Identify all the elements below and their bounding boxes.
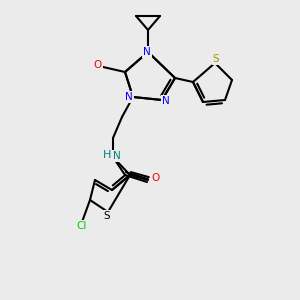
Text: O: O <box>94 60 102 70</box>
Text: S: S <box>213 54 219 64</box>
Text: S: S <box>104 211 110 221</box>
Text: N: N <box>143 47 151 57</box>
Text: N: N <box>113 151 121 161</box>
Text: H: H <box>103 150 111 160</box>
Text: Cl: Cl <box>77 221 87 231</box>
Text: O: O <box>152 173 160 183</box>
Text: N: N <box>125 92 133 102</box>
Text: N: N <box>162 96 170 106</box>
